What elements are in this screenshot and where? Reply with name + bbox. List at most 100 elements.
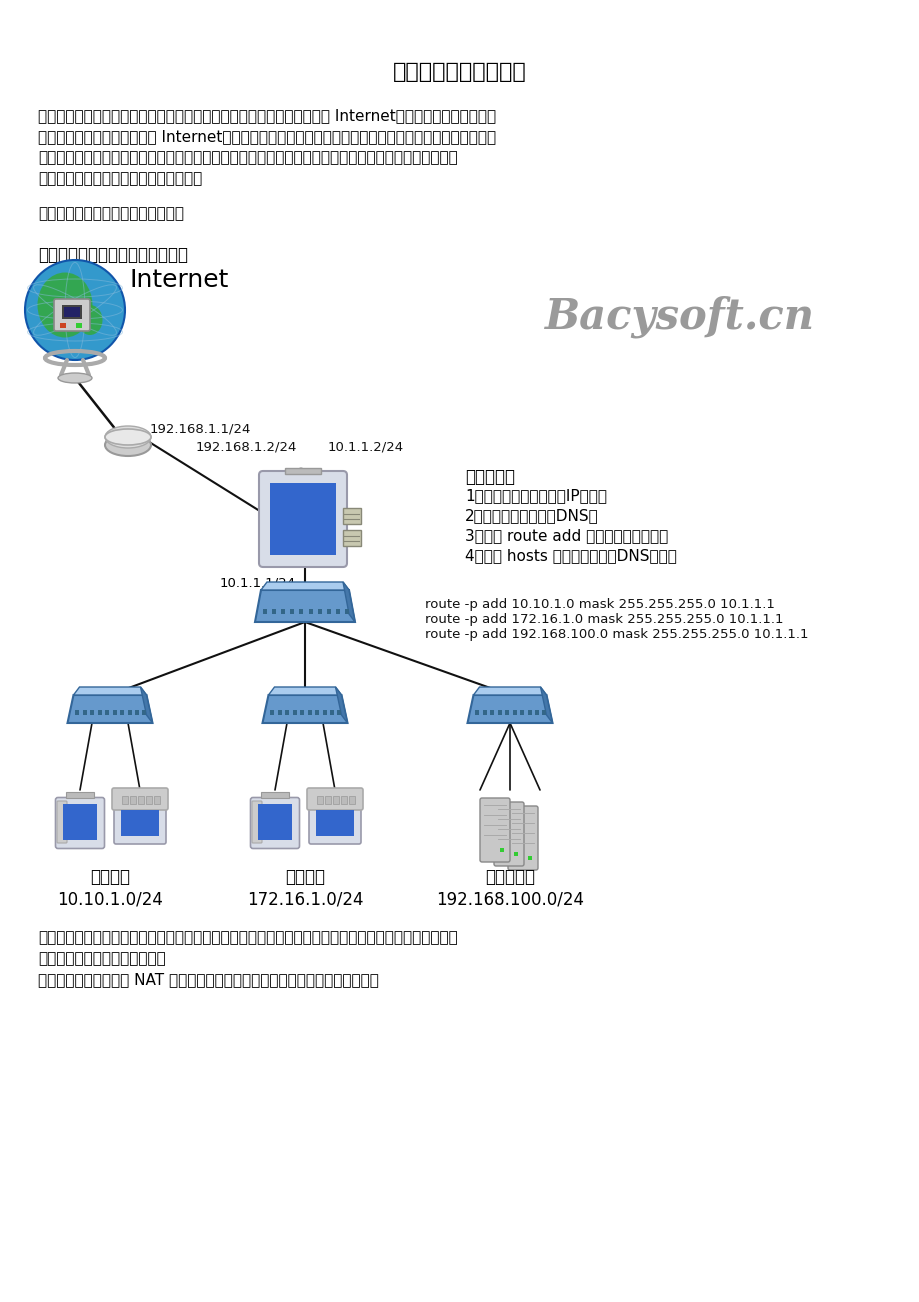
Bar	[343, 530, 360, 546]
Bar	[317, 796, 323, 805]
Bar	[292, 710, 297, 715]
Polygon shape	[343, 582, 355, 622]
Text: 172.16.1.0/24: 172.16.1.0/24	[246, 891, 363, 907]
Bar	[90, 710, 95, 715]
Bar	[66, 792, 94, 798]
FancyBboxPatch shape	[252, 801, 262, 842]
Bar	[505, 710, 509, 715]
FancyBboxPatch shape	[114, 805, 165, 844]
Bar	[315, 810, 354, 836]
Bar	[317, 609, 322, 615]
Bar	[343, 508, 360, 523]
Bar	[121, 810, 159, 836]
Bar	[122, 796, 128, 805]
Bar	[142, 710, 146, 715]
Bar	[326, 609, 331, 615]
Polygon shape	[255, 590, 355, 622]
Text: 192.168.100.0/24: 192.168.100.0/24	[436, 891, 584, 907]
Text: 卡的机器是网络中普通的一台。: 卡的机器是网络中普通的一台。	[38, 950, 165, 966]
Polygon shape	[467, 695, 552, 723]
Bar	[76, 323, 82, 328]
Polygon shape	[74, 687, 146, 695]
Bar	[490, 710, 494, 715]
FancyBboxPatch shape	[262, 482, 274, 559]
Ellipse shape	[58, 372, 92, 383]
Bar	[535, 710, 539, 715]
Bar	[285, 467, 321, 474]
Text: 3、通过 route add 命令添加内网路由；: 3、通过 route add 命令添加内网路由；	[464, 529, 667, 543]
Text: 生产网：: 生产网：	[285, 868, 324, 885]
Bar	[97, 710, 102, 715]
Bar	[113, 710, 117, 715]
Polygon shape	[268, 687, 341, 695]
FancyBboxPatch shape	[480, 798, 509, 862]
Bar	[62, 805, 96, 840]
Bar	[300, 710, 304, 715]
Text: 配置步骤：: 配置步骤：	[464, 467, 515, 486]
Bar	[62, 305, 82, 319]
Text: 192.168.1.2/24: 192.168.1.2/24	[196, 440, 297, 453]
Bar	[153, 796, 160, 805]
Text: 必须接上专用线路，用于访问 Internet。这样做安全性比较高，但确实比较麻烦，于是便有了双网卡同时接: 必须接上专用线路，用于访问 Internet。这样做安全性比较高，但确实比较麻烦…	[38, 129, 495, 145]
FancyBboxPatch shape	[250, 798, 300, 849]
Bar	[330, 710, 334, 715]
Bar	[512, 710, 516, 715]
Text: route -p add 10.10.1.0 mask 255.255.255.0 10.1.1.1: route -p add 10.10.1.0 mask 255.255.255.…	[425, 598, 774, 611]
Text: 1、配置好内外网网卡的IP地址；: 1、配置好内外网网卡的IP地址；	[464, 488, 607, 503]
Bar	[105, 710, 109, 715]
Bar	[542, 710, 546, 715]
Bar	[135, 710, 139, 715]
Bar	[324, 796, 331, 805]
Text: 入内外网的方案。这种方案在内网安全性方面上确有下降，但同时也提高了工作效率，对于那些不以信息: 入内外网的方案。这种方案在内网安全性方面上确有下降，但同时也提高了工作效率，对于…	[38, 150, 458, 165]
Bar	[482, 710, 486, 715]
Polygon shape	[473, 687, 546, 695]
Polygon shape	[262, 695, 347, 723]
Text: 192.168.1.1/24: 192.168.1.1/24	[150, 422, 251, 435]
Bar	[335, 609, 339, 615]
Bar	[128, 710, 131, 715]
FancyBboxPatch shape	[494, 802, 524, 866]
Bar	[146, 796, 152, 805]
Text: route -p add 192.168.100.0 mask 255.255.255.0 10.1.1.1: route -p add 192.168.100.0 mask 255.255.…	[425, 628, 808, 641]
Ellipse shape	[105, 434, 151, 456]
Bar	[285, 710, 289, 715]
Bar	[475, 710, 479, 715]
Text: 双网卡内外网路由配置: 双网卡内外网路由配置	[392, 62, 527, 82]
Bar	[290, 609, 294, 615]
Bar	[257, 805, 291, 840]
Text: 这是一个很典型的内部网络，核心交换机分别连着办公网、生产网和服务器网络的汇聚交换机。装有双网: 这是一个很典型的内部网络，核心交换机分别连着办公网、生产网和服务器网络的汇聚交换…	[38, 930, 458, 945]
Text: 10.10.1.0/24: 10.10.1.0/24	[57, 891, 163, 907]
Bar	[270, 710, 274, 715]
Bar	[514, 852, 517, 855]
Bar	[519, 710, 524, 715]
Text: Internet: Internet	[130, 268, 229, 292]
Bar	[527, 710, 531, 715]
Text: 外网通过一个路由器做 NAT 上公网，这和在家里使用小路由器上网没什么区别。: 外网通过一个路由器做 NAT 上公网，这和在家里使用小路由器上网没什么区别。	[38, 973, 379, 987]
Bar	[120, 710, 124, 715]
Bar	[315, 710, 319, 715]
Ellipse shape	[105, 426, 151, 448]
Bar	[130, 796, 136, 805]
Bar	[261, 792, 289, 798]
Text: 10.1.1.2/24: 10.1.1.2/24	[328, 440, 403, 453]
Bar	[337, 710, 341, 715]
Bar	[60, 323, 66, 328]
Ellipse shape	[105, 428, 151, 445]
Polygon shape	[67, 695, 153, 723]
Bar	[348, 796, 355, 805]
Bar	[278, 710, 281, 715]
Text: 10.1.1.1/24: 10.1.1.1/24	[220, 575, 296, 589]
Polygon shape	[141, 687, 153, 723]
FancyBboxPatch shape	[55, 798, 105, 849]
Text: Bacysoft.cn: Bacysoft.cn	[544, 296, 814, 337]
Polygon shape	[335, 687, 347, 723]
Polygon shape	[261, 582, 348, 590]
FancyBboxPatch shape	[259, 471, 346, 566]
Bar	[263, 609, 267, 615]
Bar	[308, 609, 312, 615]
FancyBboxPatch shape	[57, 801, 67, 842]
Ellipse shape	[77, 305, 102, 335]
Bar	[345, 609, 348, 615]
Text: 一、网络环境介绍，先看拓扑图：: 一、网络环境介绍，先看拓扑图：	[38, 246, 187, 264]
Text: 2、仅配置外网网关和DNS；: 2、仅配置外网网关和DNS；	[464, 508, 598, 523]
